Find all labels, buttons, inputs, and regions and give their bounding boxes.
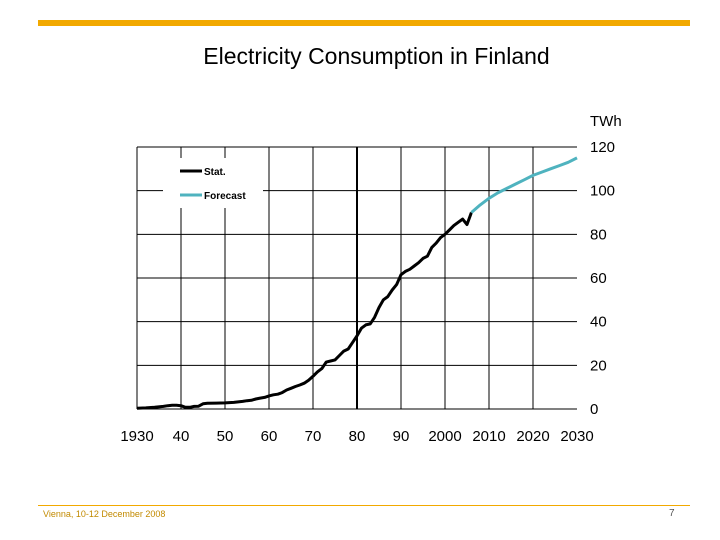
x-tick-label: 50 bbox=[217, 428, 234, 445]
y-tick-label: 0 bbox=[590, 401, 598, 418]
x-tick-label: 2010 bbox=[472, 428, 505, 445]
page-title: Electricity Consumption in Finland bbox=[203, 43, 550, 69]
legend-box bbox=[163, 158, 263, 208]
y-tick-label: 80 bbox=[590, 226, 607, 243]
legend-forecast-label: Forecast bbox=[204, 191, 246, 202]
y-tick-label: 60 bbox=[590, 270, 607, 287]
x-tick-label: 70 bbox=[305, 428, 322, 445]
chart-axes: TWh 0 20 40 60 80 100 120 1930 40 50 60 70 80 90 2000 2… bbox=[120, 113, 621, 445]
chart-series bbox=[136, 156, 578, 410]
slide-page-number: 7 bbox=[669, 508, 675, 519]
forecast-series-line bbox=[470, 156, 578, 214]
x-tick-label: 90 bbox=[393, 428, 410, 445]
x-tick-label: 2000 bbox=[428, 428, 461, 445]
y-tick-label: 120 bbox=[590, 139, 615, 156]
x-tick-label: 40 bbox=[173, 428, 190, 445]
x-tick-label: 2030 bbox=[560, 428, 593, 445]
x-tick-label: 2020 bbox=[516, 428, 549, 445]
top-accent-bar bbox=[38, 20, 690, 26]
y-tick-label: 20 bbox=[590, 357, 607, 374]
x-tick-label: 60 bbox=[261, 428, 278, 445]
chart-legend: Stat. Forecast bbox=[163, 158, 263, 208]
stat-series-line bbox=[136, 211, 473, 410]
x-tick-label: 1930 bbox=[120, 428, 153, 445]
footer-rule bbox=[38, 505, 690, 506]
y-axis-unit-label: TWh bbox=[590, 113, 622, 130]
x-tick-label: 80 bbox=[349, 428, 366, 445]
footer-event-text: Vienna, 10-12 December 2008 bbox=[43, 509, 166, 519]
y-tick-label: 100 bbox=[590, 183, 615, 200]
y-tick-label: 40 bbox=[590, 314, 607, 331]
legend-stat-label: Stat. bbox=[204, 167, 226, 178]
